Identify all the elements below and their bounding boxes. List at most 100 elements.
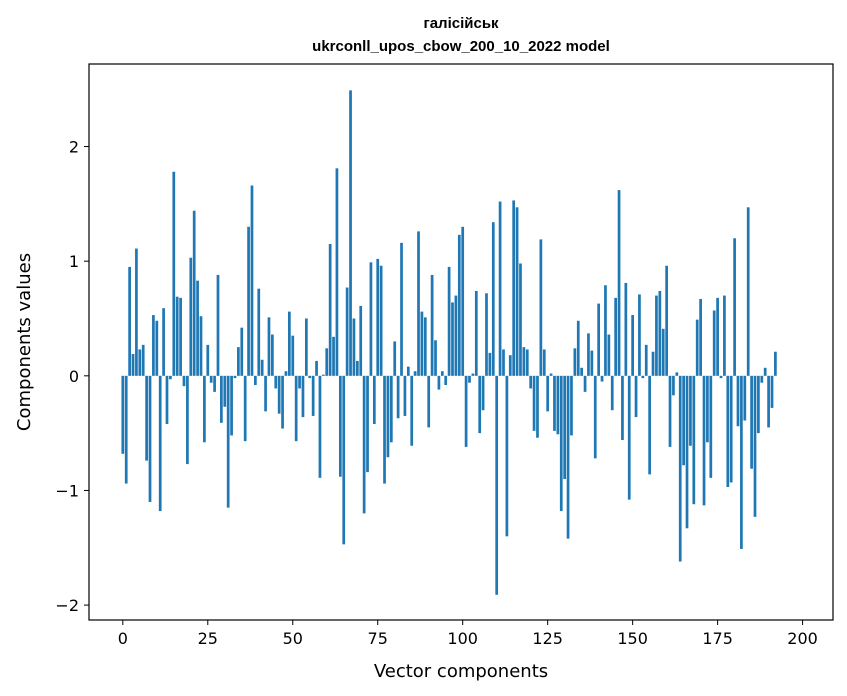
bar bbox=[583, 375, 587, 392]
bar bbox=[172, 171, 176, 376]
bar bbox=[478, 375, 482, 434]
bar bbox=[532, 375, 536, 431]
bar bbox=[485, 293, 488, 376]
y-tick-label: 2 bbox=[69, 138, 79, 157]
bar bbox=[420, 311, 424, 376]
bar bbox=[634, 375, 638, 418]
bar bbox=[338, 375, 342, 477]
y-tick-label: −2 bbox=[55, 596, 79, 615]
bar bbox=[220, 375, 223, 423]
bar bbox=[444, 375, 448, 385]
bar bbox=[502, 349, 505, 376]
x-tick-label: 150 bbox=[617, 629, 648, 648]
bar bbox=[430, 274, 434, 376]
chart-title-line-1: галісійськ bbox=[423, 15, 499, 32]
bar bbox=[763, 367, 767, 376]
y-axis-label: Components values bbox=[14, 253, 35, 431]
bar bbox=[508, 355, 512, 376]
y-tick-label: 0 bbox=[69, 367, 79, 386]
bar bbox=[332, 336, 335, 376]
bar bbox=[770, 375, 774, 408]
bar bbox=[733, 238, 736, 376]
bar bbox=[461, 226, 465, 376]
bar bbox=[553, 375, 556, 431]
bar bbox=[767, 375, 770, 428]
bar bbox=[254, 375, 257, 385]
bar bbox=[131, 354, 135, 376]
bar bbox=[257, 288, 261, 376]
bar bbox=[655, 295, 658, 376]
bar bbox=[525, 349, 529, 376]
bar bbox=[304, 318, 308, 376]
bar bbox=[148, 375, 152, 502]
bar bbox=[291, 335, 295, 376]
bar bbox=[186, 375, 189, 465]
bar bbox=[301, 375, 305, 418]
bar bbox=[423, 317, 427, 376]
bar bbox=[383, 375, 386, 484]
bar bbox=[519, 263, 522, 376]
bar bbox=[464, 375, 468, 447]
bar bbox=[546, 375, 550, 412]
bar bbox=[760, 375, 764, 383]
bar bbox=[529, 375, 533, 389]
bar bbox=[260, 359, 264, 376]
x-tick-label: 75 bbox=[368, 629, 388, 648]
bar bbox=[468, 375, 471, 383]
bar bbox=[325, 348, 329, 376]
bar bbox=[247, 226, 250, 376]
bar bbox=[716, 297, 719, 376]
bar bbox=[624, 282, 628, 376]
bar bbox=[284, 371, 288, 376]
bar bbox=[196, 280, 199, 376]
bar bbox=[318, 375, 322, 478]
bar bbox=[158, 375, 162, 512]
bar bbox=[437, 375, 441, 390]
x-axis-label: Vector components bbox=[374, 661, 548, 682]
bar bbox=[719, 375, 723, 379]
bar bbox=[454, 295, 458, 376]
bar bbox=[610, 375, 614, 411]
x-tick-label: 100 bbox=[447, 629, 478, 648]
bar bbox=[491, 222, 495, 376]
bar bbox=[267, 317, 271, 376]
bar bbox=[264, 375, 267, 412]
bar bbox=[644, 344, 648, 376]
bar bbox=[736, 375, 740, 427]
bar bbox=[641, 375, 645, 379]
bar bbox=[593, 375, 597, 459]
bar bbox=[757, 375, 760, 434]
bar bbox=[199, 316, 203, 376]
bar bbox=[230, 375, 233, 436]
bar bbox=[243, 375, 247, 442]
bar bbox=[189, 257, 193, 376]
bar bbox=[774, 351, 777, 376]
bar bbox=[573, 348, 577, 376]
bar bbox=[566, 375, 570, 539]
bar bbox=[702, 375, 706, 506]
bar bbox=[515, 207, 519, 376]
bar bbox=[175, 296, 179, 376]
bar bbox=[600, 375, 604, 382]
bar bbox=[587, 333, 590, 376]
bar bbox=[536, 375, 539, 438]
bar bbox=[376, 258, 380, 376]
bar bbox=[406, 366, 410, 376]
bar bbox=[651, 351, 655, 376]
bar bbox=[165, 375, 169, 424]
bar bbox=[729, 375, 733, 483]
bar bbox=[169, 375, 172, 380]
bar bbox=[206, 344, 210, 376]
bar bbox=[294, 375, 298, 442]
bar bbox=[627, 375, 631, 500]
bar bbox=[457, 234, 461, 376]
bar bbox=[563, 375, 567, 479]
bar bbox=[604, 285, 607, 376]
bar bbox=[658, 290, 662, 376]
y-tick-label: 1 bbox=[69, 252, 79, 271]
bar bbox=[488, 352, 492, 376]
plot-frame bbox=[88, 63, 834, 621]
bar bbox=[447, 266, 451, 376]
bar bbox=[410, 375, 414, 446]
bar bbox=[209, 375, 213, 383]
